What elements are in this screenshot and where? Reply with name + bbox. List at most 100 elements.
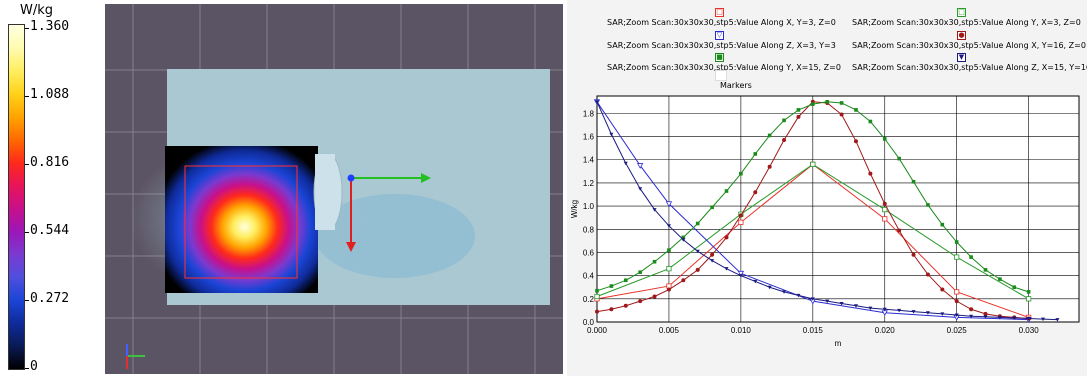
data-point [724,267,729,271]
legend-marker-icon: □ [715,8,724,17]
y-axis-label: W/kg [570,200,579,218]
data-point [738,219,744,225]
data-point [954,240,959,244]
colorbar-panel: W/kg 1.360 1.088 0.816 0.544 0.272 0 [0,0,100,376]
data-point [666,287,671,292]
legend-marker-icon: ■ [715,53,724,62]
data-point [954,289,960,295]
data-point [853,304,858,308]
legend-marker-icon: ▽ [715,31,724,40]
data-point [724,189,729,193]
data-point [623,278,628,283]
data-point [1026,290,1031,294]
colorbar-tick-label: 1.088 [30,87,70,102]
colorbar-tick-mark [25,368,29,369]
sar-line-chart: SAR;Zoom Scan:30x30x30,stp5:Value Along … [567,0,1087,376]
data-point [1041,317,1046,322]
data-point [926,203,930,207]
colorbar-tick-label: 1.360 [30,19,70,34]
data-point [666,266,672,272]
y-tick-label: 0.0 [583,318,595,327]
data-point [882,206,888,213]
data-point [825,99,830,104]
data-point [1026,296,1032,302]
y-tick-label: 0.2 [583,295,595,304]
scan-canvas [105,4,563,374]
legend-entry-label: SAR;Zoom Scan:30x30x30,stp5:Value Along … [852,41,1086,50]
data-point [969,307,974,312]
data-point [854,108,858,112]
series-line [596,101,1029,321]
data-point [738,213,743,218]
colorbar-tick-label: 0.272 [30,291,70,306]
data-point [868,119,873,124]
data-point [882,201,887,206]
data-point [767,285,772,290]
data-point [638,270,642,274]
data-point [969,314,974,319]
data-point [839,112,844,117]
x-tick-label: 0.025 [947,326,968,335]
data-point [825,299,830,304]
data-point [998,277,1002,281]
colorbar-tick-mark [25,232,29,233]
data-point [911,179,916,184]
data-point [753,190,758,195]
colorbar-tick-mark [25,164,29,165]
legend-entry-label: SAR;Zoom Scan:30x30x30,stp5:Value Along … [607,18,836,27]
data-point [839,101,844,105]
data-point [868,171,873,176]
x-tick-label: 0.000 [587,326,608,335]
data-point [911,310,916,314]
y-tick-label: 1.6 [583,133,595,142]
data-point [710,259,715,263]
data-point [839,301,844,306]
data-point [652,208,657,212]
y-tick-label: 1.2 [583,179,595,188]
legend-entry-label: SAR;Zoom Scan:30x30x30,stp5:Value Along … [852,63,1087,72]
data-point [983,311,988,316]
data-point [897,156,901,161]
colorbar-gradient [8,24,25,370]
colorbar-tick-label: 0 [30,359,38,374]
data-point [666,224,671,228]
data-point [638,299,643,304]
data-point [868,306,873,311]
data-point [739,171,743,176]
y-tick-label: 0.4 [583,272,595,281]
sar-scan-view[interactable] [105,4,563,374]
y-tick-label: 1.8 [583,109,595,118]
y-tick-label: 0.6 [583,248,595,257]
data-point [609,284,614,288]
y-tick-label: 0.8 [583,225,595,234]
x-tick-label: 0.010 [731,326,752,335]
axes-triad-icon [126,344,145,369]
data-point [767,164,772,169]
y-tick-label: 1.4 [583,156,595,165]
data-point [710,205,714,210]
data-point [710,252,715,257]
data-point [969,255,973,259]
data-point [695,249,700,254]
y-tick-label: 1.0 [583,202,595,211]
data-point [940,222,945,227]
data-point [652,259,657,264]
data-point [782,290,787,294]
data-point [940,287,945,292]
legend-marker-icon: □ [957,8,966,17]
data-point [897,228,902,233]
legend-entry-label: SAR;Zoom Scan:30x30x30,stp5:Value Along … [607,63,841,72]
data-point [667,248,671,252]
data-point [609,307,614,312]
data-point [925,311,930,315]
colorbar-tick-mark [25,96,29,97]
data-point [1012,316,1017,320]
colorbar-tick-label: 0.544 [30,223,70,238]
data-point [882,216,888,222]
data-point [997,315,1002,320]
legend-markers-label: Markers [720,81,752,90]
legend-entry-label: SAR;Zoom Scan:30x30x30,stp5:Value Along … [852,18,1081,27]
data-point [983,268,988,272]
data-point [737,270,745,277]
data-point [695,267,700,272]
